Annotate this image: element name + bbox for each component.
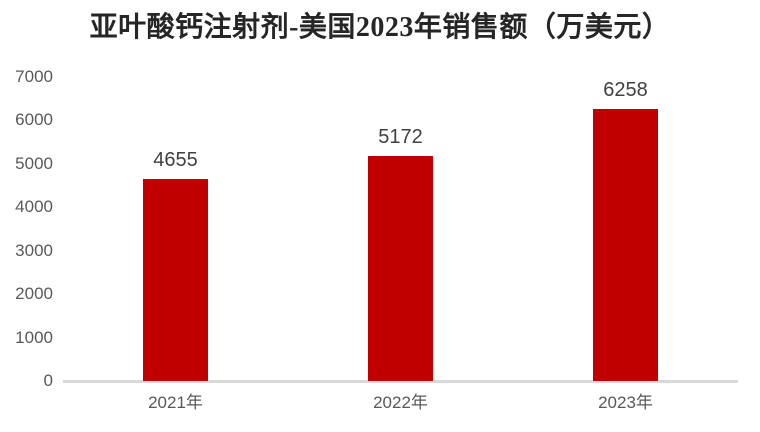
y-axis-tick-label: 4000 (15, 197, 53, 217)
x-axis-category-label: 2022年 (373, 393, 428, 412)
data-label: 4655 (153, 149, 198, 171)
bar-2021年 (143, 179, 208, 381)
y-axis-tick-label: 2000 (15, 284, 53, 304)
data-label: 6258 (603, 79, 648, 101)
x-axis-category-label: 2021年 (148, 393, 203, 412)
y-axis-tick-label: 6000 (15, 110, 53, 130)
x-axis-line (63, 380, 738, 383)
chart-title: 亚叶酸钙注射剂-美国2023年销售额（万美元） (89, 12, 671, 43)
y-axis-tick-label: 0 (43, 371, 53, 390)
y-axis-tick-label: 7000 (15, 67, 53, 86)
y-axis-tick-label: 3000 (15, 240, 53, 260)
bar-2023年 (593, 109, 658, 381)
bar-2022年 (368, 156, 433, 381)
x-axis-category-label: 2023年 (598, 393, 653, 412)
data-label: 5172 (378, 126, 423, 148)
y-axis-tick-label: 5000 (15, 153, 53, 173)
y-axis-tick-label: 1000 (15, 327, 53, 347)
